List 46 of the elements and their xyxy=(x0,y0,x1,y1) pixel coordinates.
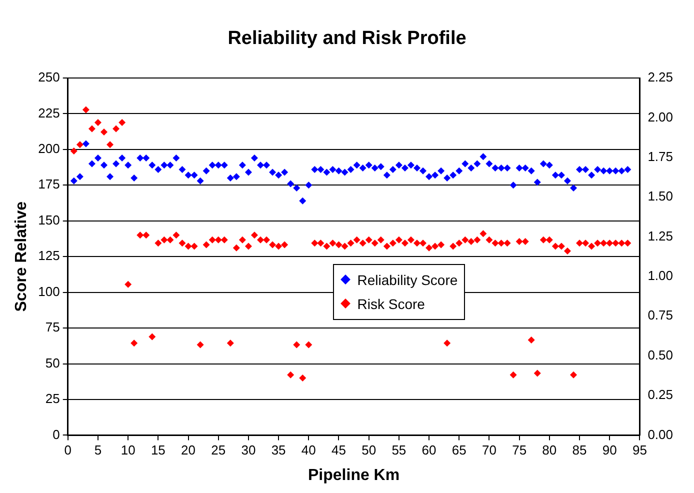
y2-tick-label: 0.50 xyxy=(648,347,674,362)
x-tick-label: 90 xyxy=(602,442,617,458)
y-tick-label: 225 xyxy=(38,105,60,120)
x-tick-label: 30 xyxy=(241,442,256,458)
x-tick-label: 10 xyxy=(120,442,136,458)
y-tick-label: 200 xyxy=(38,141,60,156)
x-tick-label: 50 xyxy=(362,442,376,458)
x-tick-label: 20 xyxy=(181,442,196,458)
y-tick-label: 75 xyxy=(45,320,60,335)
y2-tick-label: 1.75 xyxy=(648,148,674,164)
y2-tick-label: 0.00 xyxy=(648,426,674,442)
x-tick-label: 35 xyxy=(271,442,286,458)
y2-tick-label: 2.00 xyxy=(648,109,674,124)
x-tick-label: 70 xyxy=(482,442,496,458)
y2-tick-label: 1.00 xyxy=(648,268,674,284)
y2-tick-label: 0.25 xyxy=(648,387,674,402)
y-tick-label: 125 xyxy=(38,248,60,264)
y-tick-label: 250 xyxy=(38,70,60,85)
x-tick-label: 25 xyxy=(211,442,226,458)
y-tick-label: 50 xyxy=(45,355,60,370)
legend-label: Reliability Score xyxy=(357,272,458,288)
x-tick-label: 5 xyxy=(94,442,102,458)
chart-title: Reliability and Risk Profile xyxy=(226,28,468,50)
x-tick-label: 95 xyxy=(632,442,647,458)
y-tick-label: 0 xyxy=(52,426,60,442)
x-tick-label: 85 xyxy=(572,442,587,458)
x-tick-label: 65 xyxy=(452,442,466,458)
x-tick-label: 45 xyxy=(332,442,346,458)
y-axis-title: Score Relative xyxy=(13,201,30,312)
x-tick-label: 40 xyxy=(301,442,316,458)
x-axis-title: Pipeline Km xyxy=(308,466,400,484)
legend-label: Risk Score xyxy=(357,296,425,312)
x-tick-label: 80 xyxy=(542,442,557,458)
y2-tick-label: 1.25 xyxy=(648,228,674,244)
y-tick-label: 175 xyxy=(38,176,60,192)
x-tick-label: 0 xyxy=(64,442,72,458)
y-tick-label: 25 xyxy=(45,391,60,406)
x-tick-label: 75 xyxy=(512,442,527,458)
x-tick-label: 55 xyxy=(392,442,406,458)
y-tick-label: 100 xyxy=(38,284,60,299)
y2-tick-label: 1.50 xyxy=(648,188,674,204)
y2-tick-label: 2.25 xyxy=(648,70,674,85)
y-tick-label: 150 xyxy=(38,212,60,228)
y2-tick-label: 0.75 xyxy=(648,308,674,323)
x-tick-label: 15 xyxy=(150,442,166,458)
x-tick-label: 60 xyxy=(422,442,436,458)
